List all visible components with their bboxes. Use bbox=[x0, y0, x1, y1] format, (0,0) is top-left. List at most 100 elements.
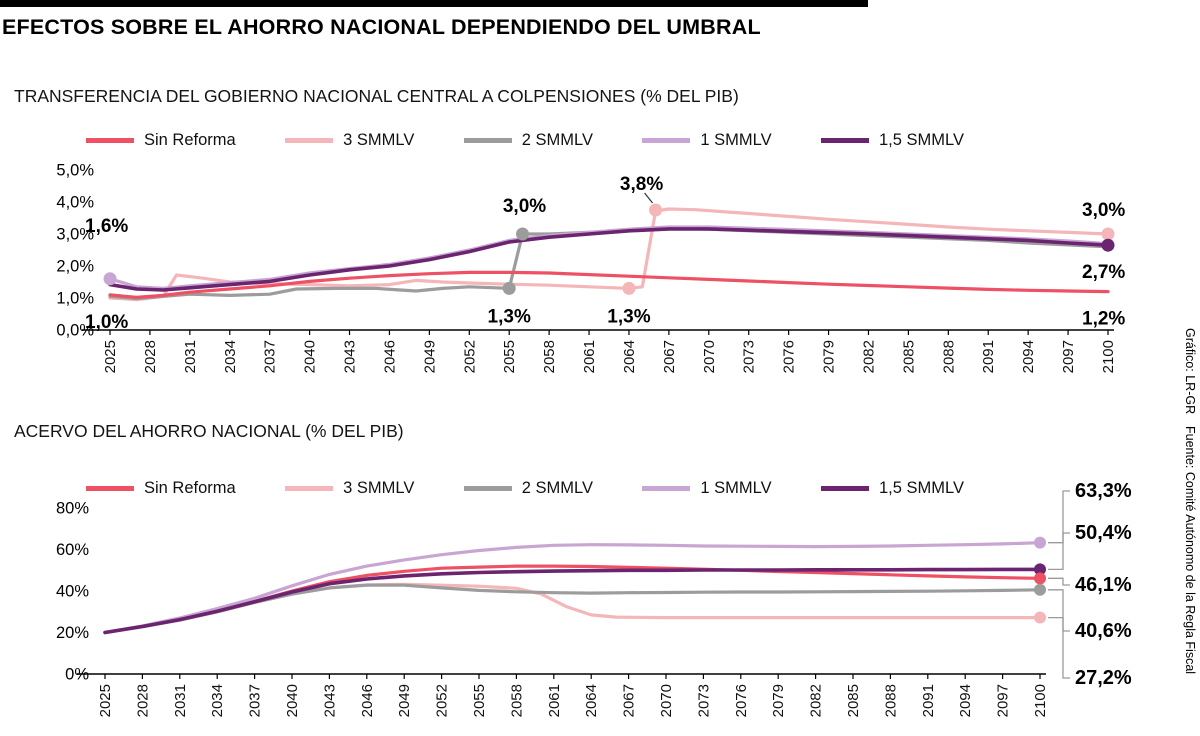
end-dot-smmlv2 bbox=[1034, 583, 1046, 596]
annotation-label: 2,7% bbox=[1082, 262, 1125, 283]
end-dot-smmlv3 bbox=[1034, 611, 1046, 624]
legend-label: 3 SMMLV bbox=[343, 479, 415, 497]
series-line-smmlv15 bbox=[108, 227, 1110, 292]
annotation-leader bbox=[644, 192, 654, 204]
x-tick-label: 2052 bbox=[461, 340, 478, 373]
end-dot-sin_reforma bbox=[1034, 572, 1046, 585]
x-tick-label: 2037 bbox=[262, 340, 279, 373]
legend-item-smmlv1: 1 SMMLV bbox=[642, 131, 772, 150]
legend-item-smmlv1: 1 SMMLV bbox=[642, 479, 772, 498]
annotation-label: 3,0% bbox=[503, 196, 546, 217]
x-tick-label: 2058 bbox=[541, 340, 558, 373]
legend-item-smmlv2: 2 SMMLV bbox=[463, 131, 593, 150]
x-tick-label: 2091 bbox=[980, 340, 997, 373]
annotation-label: 3,0% bbox=[1082, 200, 1125, 221]
x-tick-label: 2082 bbox=[808, 684, 825, 717]
y-tick-label: 0,0% bbox=[56, 322, 94, 340]
chart2-title: ACERVO DEL AHORRO NACIONAL (% DEL PIB) bbox=[14, 421, 404, 441]
annotation-dot bbox=[516, 227, 530, 241]
x-tick-label: 2043 bbox=[321, 684, 338, 717]
y-tick-label: 2,0% bbox=[56, 258, 94, 276]
annotation-dot bbox=[1101, 227, 1115, 241]
x-tick-label: 2100 bbox=[1100, 340, 1117, 373]
x-tick-label: 2082 bbox=[860, 340, 877, 373]
end-value-label: 40,6% bbox=[1075, 620, 1132, 642]
end-label-connector bbox=[1048, 577, 1070, 586]
end-dot-smmlv1 bbox=[1034, 536, 1046, 549]
x-tick-label: 2091 bbox=[920, 684, 937, 717]
annotation-dot bbox=[1101, 238, 1115, 252]
y-tick-label: 80% bbox=[56, 500, 89, 518]
legend-item-sin_reforma: Sin Reforma bbox=[86, 131, 236, 150]
legend-swatch bbox=[820, 138, 869, 143]
x-tick-label: 2097 bbox=[995, 684, 1012, 717]
annotation-label: 1,2% bbox=[1082, 309, 1125, 330]
legend-label: 1 SMMLV bbox=[700, 131, 772, 149]
savings-chart: 0%20%40%60%80%2025 2028 2031 2034 2037 2040 20… bbox=[56, 480, 1132, 717]
y-tick-label: 40% bbox=[56, 583, 89, 601]
x-tick-label: 2046 bbox=[381, 340, 398, 373]
annotation-dot bbox=[502, 281, 516, 295]
x-tick-label: 2079 bbox=[821, 340, 838, 373]
legend-item-sin_reforma: Sin Reforma bbox=[86, 479, 236, 498]
x-tick-label: 2085 bbox=[900, 340, 917, 373]
x-tick-label: 2073 bbox=[695, 684, 712, 717]
legend-swatch bbox=[285, 486, 334, 491]
annotation-dot bbox=[622, 281, 636, 295]
legend-label: 2 SMMLV bbox=[521, 131, 593, 149]
x-tick-label: 2043 bbox=[342, 340, 359, 373]
end-value-label: 46,1% bbox=[1075, 574, 1132, 596]
x-tick-label: 2037 bbox=[247, 684, 264, 717]
legend-swatch bbox=[463, 138, 512, 143]
credit-source: Fuente: Comité Autónomo de la Regla Fisc… bbox=[1183, 426, 1197, 675]
page-title: EFECTOS SOBRE EL AHORRO NACIONAL DEPENDI… bbox=[2, 15, 761, 39]
chart1-title: TRANSFERENCIA DEL GOBIERNO NACIONAL CENT… bbox=[14, 86, 739, 106]
x-tick-label: 2088 bbox=[940, 340, 957, 373]
legend-label: Sin Reforma bbox=[144, 131, 236, 149]
x-tick-label: 2064 bbox=[621, 340, 638, 373]
legend-item-smmlv15: 1,5 SMMLV bbox=[820, 479, 964, 498]
x-tick-label: 2052 bbox=[434, 684, 451, 717]
x-tick-label: 2061 bbox=[581, 340, 598, 373]
legend-swatch bbox=[285, 138, 334, 143]
y-tick-label: 1,0% bbox=[56, 290, 94, 308]
legend-label: 2 SMMLV bbox=[521, 479, 593, 497]
y-tick-label: 3,0% bbox=[56, 226, 94, 244]
annotation-label: 1,6% bbox=[85, 216, 128, 237]
transfer-chart: 0,0%1,0%2,0%3,0%4,0%5,0%2025 2028 2031 2034… bbox=[56, 162, 1125, 374]
x-tick-label: 2034 bbox=[222, 340, 239, 373]
x-tick-label: 2046 bbox=[359, 684, 376, 717]
y-tick-label: 20% bbox=[56, 624, 89, 642]
x-tick-label: 2094 bbox=[1020, 340, 1037, 373]
x-tick-label: 2070 bbox=[701, 340, 718, 373]
series-line-smmlv15 bbox=[103, 567, 1042, 635]
end-label-connector bbox=[1048, 490, 1070, 544]
x-tick-label: 2064 bbox=[583, 684, 600, 717]
x-tick-label: 2025 bbox=[97, 684, 114, 717]
end-value-label: 27,2% bbox=[1075, 667, 1132, 689]
legend-label: 1 SMMLV bbox=[700, 479, 772, 497]
x-tick-label: 2028 bbox=[134, 684, 151, 717]
legend-swatch bbox=[86, 486, 134, 491]
x-tick-label: 2076 bbox=[733, 684, 750, 717]
y-tick-label: 60% bbox=[56, 541, 89, 559]
x-tick-label: 2049 bbox=[421, 340, 438, 373]
end-value-label: 63,3% bbox=[1075, 480, 1132, 502]
legend-swatch bbox=[642, 486, 691, 491]
series-line-sin_reforma bbox=[108, 270, 1110, 299]
end-label-connector bbox=[1048, 532, 1070, 571]
annotation-label: 1,3% bbox=[607, 306, 650, 327]
legend-swatch bbox=[86, 138, 134, 143]
series-line-smmlv1 bbox=[103, 541, 1042, 635]
legend-item-smmlv3: 3 SMMLV bbox=[285, 479, 414, 498]
end-label-connector bbox=[1048, 589, 1070, 632]
x-tick-label: 2040 bbox=[302, 340, 319, 373]
x-tick-label: 2076 bbox=[781, 340, 798, 373]
x-tick-label: 2031 bbox=[172, 684, 189, 717]
x-tick-label: 2055 bbox=[501, 340, 518, 373]
legend-label: Sin Reforma bbox=[144, 479, 236, 497]
x-tick-label: 2097 bbox=[1060, 340, 1077, 373]
x-tick-label: 2055 bbox=[471, 684, 488, 717]
x-tick-label: 2079 bbox=[770, 684, 787, 717]
